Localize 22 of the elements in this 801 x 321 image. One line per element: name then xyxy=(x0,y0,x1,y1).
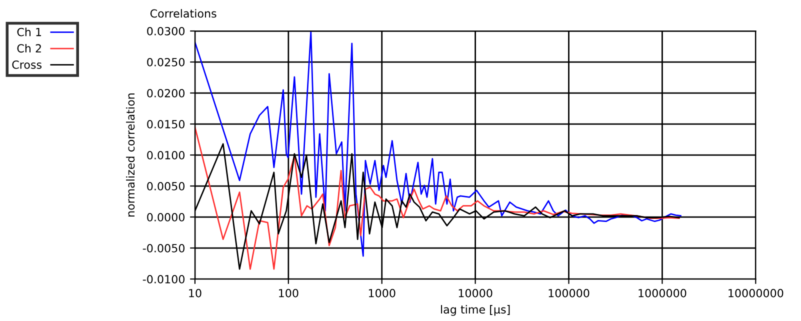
legend-label: Ch 2 xyxy=(17,44,41,53)
x-tick-label: 10000000 xyxy=(728,288,784,298)
y-tick-label: 0.0150 xyxy=(147,120,185,128)
x-tick-label: 100000 xyxy=(548,288,590,298)
x-tick-label: 1000 xyxy=(368,288,396,298)
y-tick-label: 0.0250 xyxy=(147,58,185,66)
y-tick-label: -0.0050 xyxy=(142,244,185,252)
y-tick-label: 0.0300 xyxy=(147,26,185,36)
x-tick-label: 10 xyxy=(189,288,202,298)
y-axis-title: normalized correlation xyxy=(126,94,135,216)
y-tick-label: 0.0050 xyxy=(147,182,185,190)
x-axis-title: lag time [µs] xyxy=(441,305,510,316)
x-tick-label: 1000000 xyxy=(638,288,686,298)
y-tick-label: -0.0100 xyxy=(142,274,185,284)
y-tick-label: 0.0100 xyxy=(147,150,185,160)
legend-label: Ch 1 xyxy=(17,28,42,36)
chart-title: Correlations xyxy=(150,9,216,18)
y-tick-label: 0.0000 xyxy=(147,212,185,222)
x-tick-label: 10000 xyxy=(458,288,492,298)
x-tick-label: 100 xyxy=(279,288,298,298)
legend-label: Cross xyxy=(12,60,42,69)
y-tick-label: 0.0200 xyxy=(147,88,185,98)
